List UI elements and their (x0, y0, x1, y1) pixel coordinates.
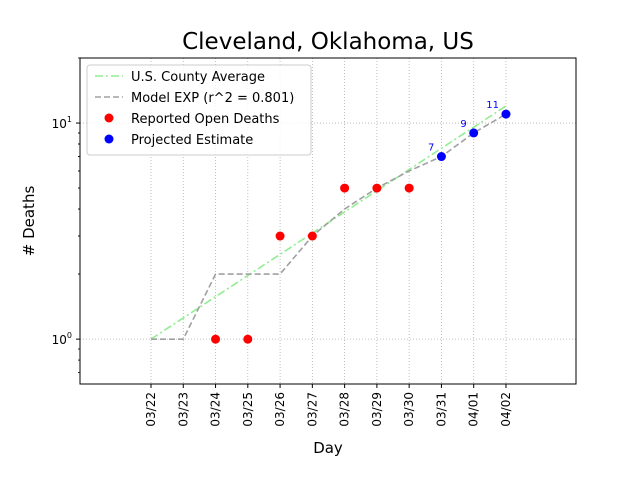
chart-title: Cleveland, Oklahoma, US (182, 29, 474, 55)
data-point (469, 128, 479, 138)
data-point (340, 183, 350, 193)
x-tick-label: 03/26 (273, 392, 287, 427)
legend-label: Model EXP (r^2 = 0.801) (131, 91, 294, 106)
x-tick-label: 04/01 (467, 392, 481, 427)
data-point (501, 109, 511, 119)
data-label: 7 (428, 143, 434, 154)
data-point (275, 231, 285, 241)
y-tick-label: 101 (52, 115, 72, 131)
x-tick-label: 03/24 (209, 392, 223, 427)
x-tick-label: 03/31 (434, 392, 448, 427)
y-tick-label: 100 (52, 331, 72, 347)
legend-label: U.S. County Average (131, 70, 265, 85)
series-line (150, 105, 507, 340)
x-tick-label: 03/30 (402, 392, 416, 427)
data-label: 9 (460, 119, 466, 130)
series-layer: 7 9 11 (150, 100, 511, 344)
legend: U.S. County Average Model EXP (r^2 = 0.80… (86, 64, 312, 156)
data-point (404, 183, 414, 193)
y-axis-label: # Deaths (20, 186, 38, 257)
plot-frame (79, 57, 577, 385)
data-point (436, 152, 446, 162)
legend-swatch (104, 113, 114, 123)
data-point (243, 334, 253, 344)
x-axis-ticks: 03/22 03/23 03/24 03/25 03/26 03/27 03/28 03/29… (144, 384, 513, 427)
data-point (372, 183, 382, 193)
x-tick-label: 04/02 (499, 392, 513, 427)
x-tick-label: 03/25 (241, 392, 255, 427)
x-tick-label: 03/28 (338, 392, 352, 427)
data-point (307, 231, 317, 241)
legend-box (86, 64, 312, 156)
x-tick-label: 03/27 (305, 392, 319, 427)
data-label: 11 (486, 100, 499, 111)
y-axis-ticks: 100 101 (52, 57, 80, 374)
legend-label: Projected Estimate (131, 133, 253, 148)
series-line (151, 113, 507, 340)
x-axis-label: Day (313, 439, 343, 457)
x-tick-label: 03/23 (176, 392, 190, 427)
data-point (211, 334, 221, 344)
legend-swatch (104, 134, 114, 144)
legend-label: Reported Open Deaths (131, 112, 280, 127)
x-tick-label: 03/22 (144, 392, 158, 427)
x-tick-label: 03/29 (370, 392, 384, 427)
